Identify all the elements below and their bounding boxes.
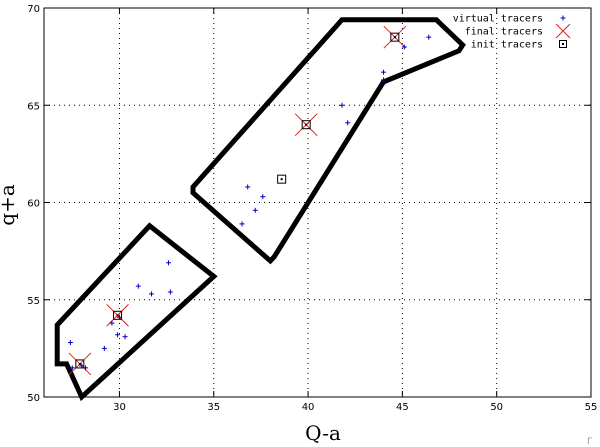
region-outline-2: [190, 17, 466, 265]
virtual-tracer-point: [115, 332, 121, 338]
virtual-tracer-point: [260, 194, 266, 200]
virtual-tracer-point: [252, 207, 258, 213]
init-tracer-point: [390, 32, 400, 42]
region-outline-1: [54, 222, 218, 402]
y-tick-label: 55: [27, 296, 40, 307]
legend-label: init tracers: [471, 40, 543, 51]
x-axis-label: Q-a: [305, 421, 341, 445]
virtual-tracer-point: [69, 365, 75, 371]
legend-marker: [560, 15, 566, 21]
y-tick-label: 65: [27, 101, 40, 112]
y-tick-label: 60: [27, 199, 40, 210]
virtual-tracer-point: [116, 314, 122, 320]
legend-entry: init tracers: [471, 40, 567, 51]
init-tracer-point: [113, 310, 123, 320]
legend-entry: virtual tracers: [453, 14, 566, 25]
x-tick-label: 40: [302, 402, 315, 413]
x-tick-label: 50: [490, 402, 503, 413]
legend-label: final tracers: [465, 27, 543, 38]
x-tick-label: 30: [113, 402, 126, 413]
virtual-tracer-point: [345, 120, 351, 126]
plot-frame: [43, 7, 592, 398]
legend: virtual tracers final tracers init tracers: [453, 14, 571, 51]
y-tick-label: 50: [27, 393, 40, 404]
x-tick-label: 35: [207, 402, 220, 413]
tracer-regions: [54, 17, 466, 402]
virtual-tracer-point: [101, 345, 107, 351]
y-tick-label: 70: [27, 4, 40, 15]
virtual-tracer-point: [245, 184, 251, 190]
init-tracer-point: [75, 359, 85, 369]
legend-label: virtual tracers: [453, 14, 543, 25]
legend-marker: [559, 40, 567, 48]
virtual-tracer-point: [67, 340, 73, 346]
virtual-tracer-point: [165, 260, 171, 266]
virtual-tracer-point: [381, 77, 387, 83]
virtual-tracer-point: [339, 102, 345, 108]
virtual-tracer-point: [401, 44, 407, 50]
virtual-tracer-point: [426, 34, 432, 40]
init-tracer-point: [301, 120, 311, 130]
legend-marker: [555, 23, 571, 39]
tracer-points: [67, 25, 432, 376]
virtual-tracer-point: [381, 69, 387, 75]
virtual-tracer-point: [149, 291, 155, 297]
virtual-tracer-point: [167, 289, 173, 295]
virtual-tracer-point: [82, 365, 88, 371]
x-tick-label: 45: [396, 402, 409, 413]
x-tick-label: 55: [585, 402, 598, 413]
init-tracer-point: [277, 174, 287, 184]
virtual-tracer-point: [79, 363, 85, 369]
virtual-tracer-point: [239, 221, 245, 227]
legend-entry: final tracers: [465, 23, 571, 39]
grid-lines: [44, 8, 591, 397]
virtual-tracer-point: [122, 334, 128, 340]
axis-ticks: 30 35 40 45 50 55 50 55 60 65 70: [27, 4, 597, 413]
virtual-tracer-point: [135, 283, 141, 289]
corner-mark: Γ: [587, 437, 592, 447]
virtual-tracer-point: [109, 320, 115, 326]
y-axis-label: q+a: [0, 184, 19, 226]
